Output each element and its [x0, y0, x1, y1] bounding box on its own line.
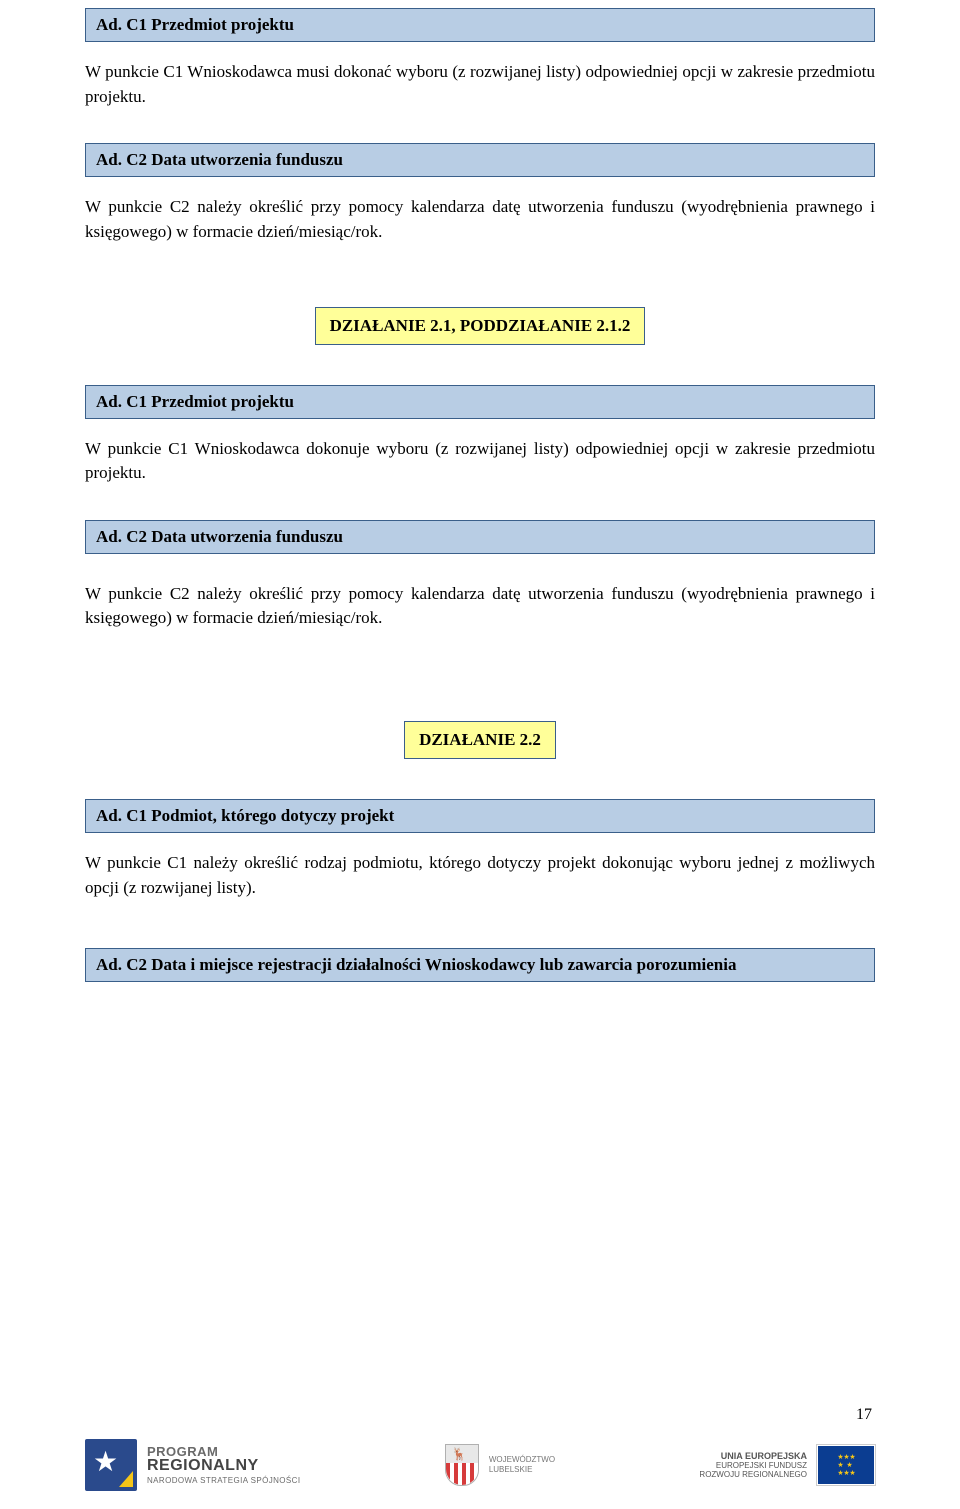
footer-eu: UNIA EUROPEJSKA EUROPEJSKI FUNDUSZ ROZWO… [699, 1445, 875, 1485]
footer: ★ PROGRAM REGIONALNY NARODOWA STRATEGIA … [0, 1439, 960, 1491]
program-l3: NARODOWA STRATEGIA SPÓJNOŚCI [147, 1477, 300, 1485]
eu-flag-icon: ★ ★ ★★ ★★ ★ ★ [817, 1445, 875, 1485]
heading-c2-3: Ad. C2 Data i miejsce rejestracji działa… [85, 948, 875, 982]
heading-c2-1: Ad. C2 Data utworzenia funduszu [85, 143, 875, 177]
paragraph-c1-2: W punkcie C1 Wnioskodawca dokonuje wybor… [85, 437, 875, 486]
heading-c1-2: Ad. C1 Przedmiot projektu [85, 385, 875, 419]
footer-wojewodztwo: 🦌 WOJEWÓDZTWO LUBELSKIE [445, 1444, 555, 1486]
footer-program: ★ PROGRAM REGIONALNY NARODOWA STRATEGIA … [85, 1439, 300, 1491]
action-label-2: DZIAŁANIE 2.2 [404, 721, 556, 759]
program-l1: PROGRAM [147, 1445, 300, 1459]
eu-l2: EUROPEJSKI FUNDUSZ [699, 1461, 807, 1470]
heading-c2-2: Ad. C2 Data utworzenia funduszu [85, 520, 875, 554]
eu-l1: UNIA EUROPEJSKA [699, 1451, 807, 1461]
page-number: 17 [856, 1406, 872, 1424]
action-label-1: DZIAŁANIE 2.1, PODDZIAŁANIE 2.1.2 [315, 307, 646, 345]
shield-icon: 🦌 [445, 1444, 479, 1486]
heading-c1-1: Ad. C1 Przedmiot projektu [85, 8, 875, 42]
woj-l1: WOJEWÓDZTWO [489, 1455, 555, 1465]
paragraph-c1-1: W punkcie C1 Wnioskodawca musi dokonać w… [85, 60, 875, 109]
woj-l2: LUBELSKIE [489, 1465, 555, 1475]
program-l2: REGIONALNY [147, 1458, 300, 1475]
paragraph-c2-2: W punkcie C2 należy określić przy pomocy… [85, 582, 875, 631]
paragraph-c2-1: W punkcie C2 należy określić przy pomocy… [85, 195, 875, 244]
heading-c1-3: Ad. C1 Podmiot, którego dotyczy projekt [85, 799, 875, 833]
eu-l3: ROZWOJU REGIONALNEGO [699, 1470, 807, 1479]
paragraph-c1-3: W punkcie C1 należy określić rodzaj podm… [85, 851, 875, 900]
program-logo-icon: ★ [85, 1439, 137, 1491]
